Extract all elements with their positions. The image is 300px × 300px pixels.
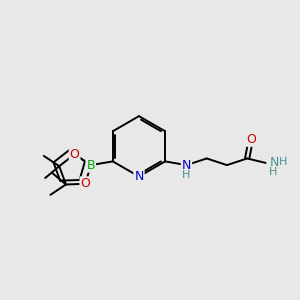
Text: O: O (80, 177, 90, 190)
Text: H: H (269, 167, 278, 178)
Text: O: O (70, 148, 80, 161)
Text: B: B (86, 159, 95, 172)
Text: N: N (134, 170, 144, 183)
Text: N: N (269, 156, 279, 169)
Text: O: O (246, 133, 256, 146)
Text: N: N (182, 159, 191, 172)
Text: H: H (182, 170, 190, 180)
Text: H: H (279, 157, 287, 167)
